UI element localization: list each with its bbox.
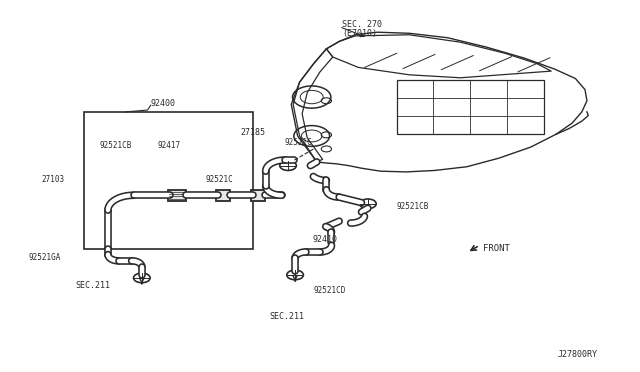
Text: 92521CB: 92521CB <box>100 141 132 151</box>
Text: 92400: 92400 <box>151 99 176 108</box>
Text: 92521GA: 92521GA <box>29 253 61 262</box>
Text: 92417: 92417 <box>157 141 180 151</box>
Text: FRONT: FRONT <box>483 244 509 253</box>
Bar <box>251 190 265 201</box>
Text: SEC.211: SEC.211 <box>269 312 304 321</box>
Text: J27800RY: J27800RY <box>558 350 598 359</box>
Bar <box>216 190 230 201</box>
Text: 92521C: 92521C <box>205 175 233 184</box>
Text: (E7010): (E7010) <box>342 29 378 38</box>
Text: 92521CB: 92521CB <box>397 202 429 211</box>
Bar <box>397 80 543 134</box>
Text: 92521CD: 92521CD <box>314 286 346 295</box>
Text: SEC. 270: SEC. 270 <box>342 20 382 29</box>
Text: 27103: 27103 <box>42 175 65 184</box>
Text: SEC.211: SEC.211 <box>76 281 111 290</box>
Text: 27185: 27185 <box>241 128 266 137</box>
Text: 92521C: 92521C <box>285 138 312 147</box>
Bar <box>84 112 253 249</box>
Bar <box>168 190 186 201</box>
Text: 92410: 92410 <box>312 235 337 244</box>
